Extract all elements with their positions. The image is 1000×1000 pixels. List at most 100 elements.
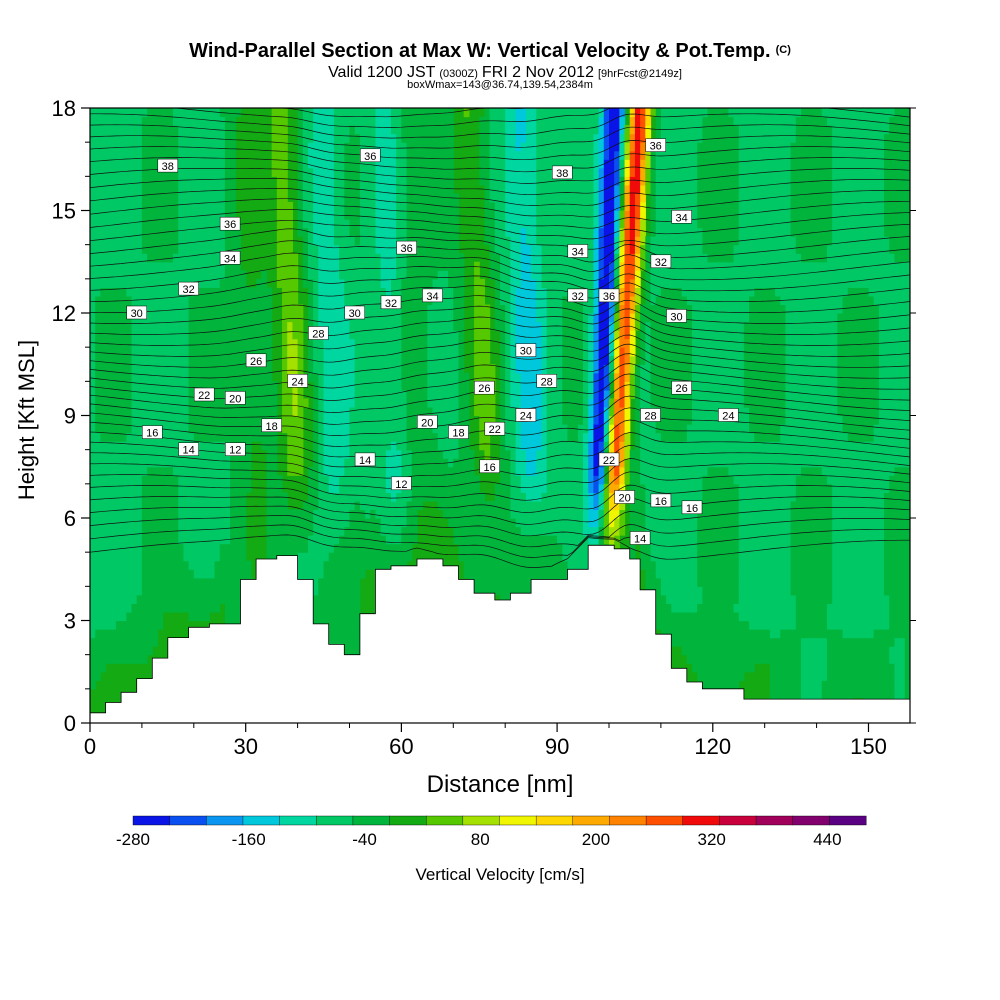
velocity-cell [95, 389, 101, 400]
velocity-cell [432, 304, 439, 314]
velocity-cell [178, 338, 185, 348]
velocity-cell [385, 466, 392, 476]
velocity-cell [110, 313, 117, 323]
velocity-cell [126, 449, 133, 459]
velocity-cell [380, 535, 387, 545]
velocity-cell [224, 261, 231, 271]
velocity-cell [115, 646, 122, 656]
velocity-cell [126, 253, 133, 263]
velocity-cell [204, 458, 210, 468]
velocity-cell [515, 381, 522, 391]
velocity-cell [235, 577, 242, 587]
velocity-cell [318, 492, 325, 502]
velocity-cell [458, 372, 465, 382]
velocity-cell [198, 210, 205, 220]
velocity-cell [121, 287, 127, 297]
velocity-cell [427, 381, 434, 391]
velocity-cell [406, 261, 413, 271]
velocity-cell [432, 167, 439, 177]
velocity-cell [230, 210, 236, 220]
velocity-cell [391, 432, 397, 442]
velocity-cell [287, 535, 294, 545]
velocity-cell [318, 210, 325, 220]
velocity-cell [510, 586, 517, 596]
velocity-cell [224, 116, 231, 126]
velocity-cell [453, 441, 460, 451]
velocity-cell [302, 500, 309, 511]
velocity-cell [323, 449, 330, 459]
velocity-cell [214, 313, 221, 323]
velocity-cell [162, 287, 169, 297]
velocity-cell [219, 543, 226, 553]
velocity-cell [198, 526, 205, 536]
velocity-cell [396, 142, 402, 152]
velocity-cell [126, 500, 133, 511]
velocity-cell [474, 509, 480, 519]
velocity-cell [147, 466, 153, 476]
velocity-cell [318, 159, 325, 169]
velocity-cell [141, 415, 148, 425]
velocity-cell [131, 543, 138, 553]
velocity-cell [214, 184, 221, 195]
velocity-cell [396, 287, 402, 297]
velocity-cell [474, 552, 480, 562]
velocity-cell [313, 432, 319, 442]
velocity-cell [193, 526, 200, 536]
velocity-cell [282, 150, 288, 160]
velocity-cell [333, 133, 340, 143]
velocity-cell [406, 424, 413, 434]
velocity-cell [266, 389, 273, 400]
velocity-cell [292, 415, 299, 425]
velocity-cell [105, 526, 112, 536]
velocity-cell [406, 543, 413, 553]
velocity-cell [136, 654, 143, 664]
velocity-cell [484, 108, 491, 118]
velocity-cell [505, 518, 511, 528]
velocity-cell [307, 535, 314, 545]
velocity-cell [307, 184, 314, 195]
velocity-cell [95, 355, 101, 365]
velocity-cell [95, 569, 101, 579]
velocity-cell [500, 270, 506, 280]
velocity-cell [214, 526, 221, 536]
velocity-cell [515, 398, 522, 408]
velocity-cell [152, 560, 159, 570]
velocity-cell [344, 133, 351, 143]
velocity-cell [90, 244, 96, 254]
velocity-cell [479, 500, 486, 511]
velocity-cell [173, 278, 179, 288]
velocity-cell [224, 475, 231, 485]
velocity-cell [266, 552, 273, 562]
velocity-cell [188, 295, 195, 306]
velocity-cell [401, 150, 408, 160]
velocity-cell [266, 526, 273, 536]
velocity-cell [115, 150, 122, 160]
velocity-cell [494, 287, 501, 297]
velocity-cell [126, 150, 133, 160]
velocity-cell [458, 441, 465, 451]
velocity-cell [318, 236, 325, 246]
velocity-cell [162, 108, 169, 118]
velocity-cell [152, 116, 159, 126]
velocity-cell [489, 577, 496, 587]
velocity-cell [385, 321, 392, 331]
velocity-cell [380, 526, 387, 536]
velocity-cell [365, 483, 371, 493]
velocity-cell [385, 458, 392, 468]
velocity-cell [131, 278, 138, 288]
velocity-cell [328, 364, 335, 374]
velocity-cell [401, 210, 408, 220]
velocity-cell [406, 184, 413, 195]
velocity-cell [100, 518, 107, 528]
velocity-cell [339, 398, 345, 408]
velocity-cell [230, 603, 236, 613]
velocity-cell [245, 338, 252, 348]
velocity-cell [349, 500, 356, 511]
velocity-cell [437, 330, 444, 340]
velocity-cell [375, 381, 382, 391]
velocity-cell [396, 560, 402, 570]
velocity-cell [416, 125, 423, 135]
velocity-cell [448, 500, 454, 511]
velocity-cell [105, 381, 112, 391]
velocity-cell [209, 441, 216, 451]
